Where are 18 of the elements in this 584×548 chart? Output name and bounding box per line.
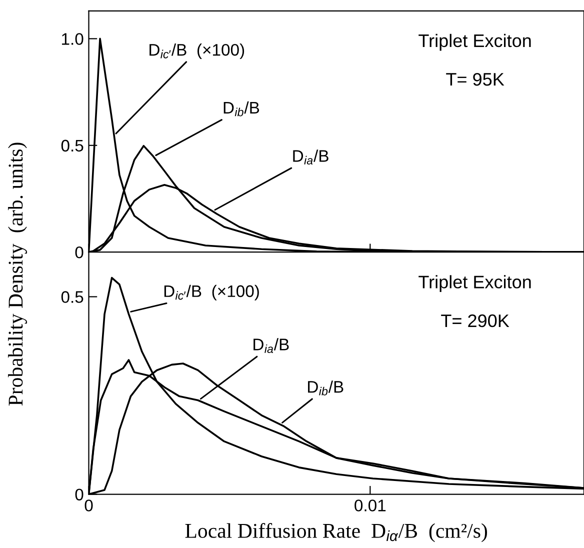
y-tick-label: 0.5	[61, 140, 84, 152]
y-tick-label: 0	[75, 488, 84, 500]
text: D$_{ib}$/B	[224, 101, 260, 116]
y-axis-title: Probability Density (arb. units)	[8, 142, 27, 406]
annotation: T= 290K	[441, 314, 510, 328]
annotation: Triplet Exciton	[418, 34, 531, 51]
text: D$_{ic′}$/B (×100)	[150, 44, 244, 60]
text: D$_{ib}$/B	[308, 380, 344, 396]
x-axis-title: Local Diffusion Rate D$_{iα}$/B (cm²/s)	[185, 523, 488, 542]
text: D$_{ic′}$/B (×100)	[164, 284, 259, 300]
y-tick-label: 0.5	[61, 291, 84, 303]
y-tick-label: 0	[75, 246, 84, 258]
annotation: T= 95K	[446, 72, 504, 86]
text: D$_{ia}$/B	[254, 338, 289, 354]
annotation: Triplet Exciton	[418, 275, 531, 292]
text: D$_{ia}$/B	[293, 150, 328, 164]
y-tick-label: 1.0	[62, 33, 84, 45]
x-tick-label: 0.01	[354, 500, 386, 512]
